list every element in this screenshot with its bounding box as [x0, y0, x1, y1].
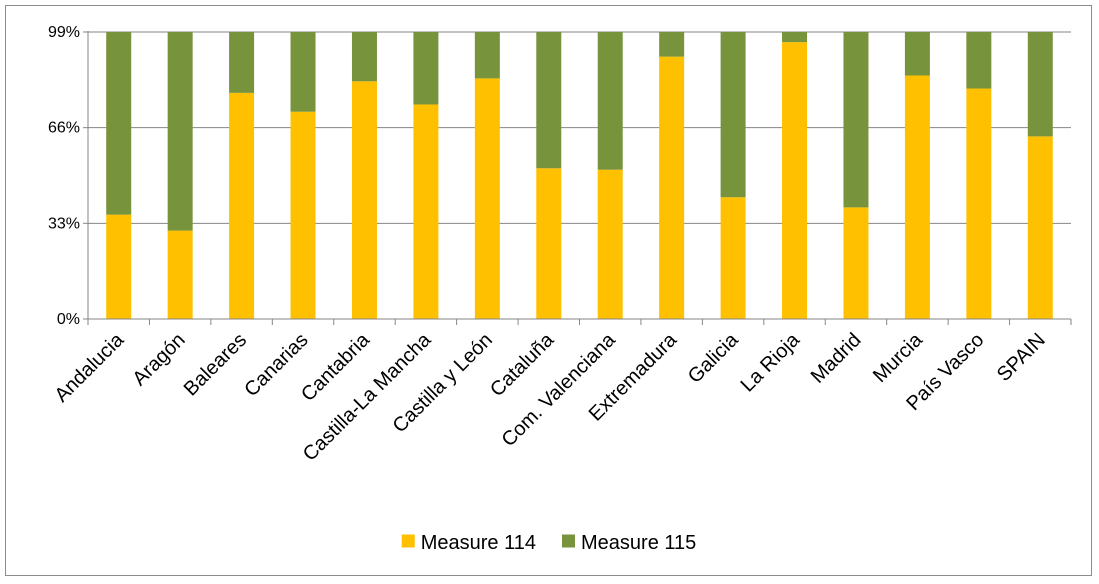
bar-s2-12 [843, 32, 868, 207]
legend-swatch-1 [402, 535, 415, 548]
bar-s1-4 [352, 81, 377, 319]
bar-s1-14 [966, 89, 991, 319]
bar-s1-6 [475, 78, 500, 319]
x-category-label-0: Andalucia [51, 328, 129, 406]
y-tick-label-3: 99% [48, 24, 80, 41]
bar-s1-1 [168, 231, 193, 319]
x-category-label-2: Baleares [180, 329, 251, 400]
bar-s2-0 [106, 32, 131, 215]
bar-s2-9 [659, 32, 684, 57]
bar-s2-7 [536, 32, 561, 168]
bar-s1-0 [106, 215, 131, 319]
bar-s2-1 [168, 32, 193, 231]
bar-s2-2 [229, 32, 254, 93]
bar-s1-11 [782, 42, 807, 319]
bar-s1-8 [598, 170, 623, 319]
bar-s1-2 [229, 93, 254, 319]
legend-swatch-2 [562, 535, 575, 548]
y-tick-label-2: 66% [48, 120, 80, 137]
legend-label-1: Measure 114 [421, 532, 536, 554]
bar-s1-12 [843, 207, 868, 319]
y-tick-label-0: 0% [57, 311, 80, 328]
bar-s1-13 [905, 75, 930, 319]
x-category-label-11: La Rioja [737, 328, 805, 396]
bar-s2-13 [905, 32, 930, 75]
bar-s1-5 [413, 104, 438, 319]
bar-s2-3 [291, 32, 316, 112]
bar-s2-4 [352, 32, 377, 81]
y-tick-label-1: 33% [48, 215, 80, 232]
bar-s1-3 [291, 112, 316, 319]
bar-s1-9 [659, 57, 684, 319]
bar-s2-14 [966, 32, 991, 89]
x-category-label-10: Galicia [684, 328, 743, 387]
x-category-label-1: Aragón [129, 329, 190, 390]
bar-s2-15 [1028, 32, 1053, 136]
bar-s2-5 [413, 32, 438, 104]
legend-label-2: Measure 115 [581, 532, 696, 554]
x-category-label-12: Madrid [807, 329, 866, 388]
x-category-label-13: Murcia [869, 328, 928, 387]
x-category-label-15: SPAIN [993, 329, 1050, 386]
bar-s2-10 [721, 32, 746, 197]
bar-s2-11 [782, 32, 807, 42]
bar-s1-15 [1028, 136, 1053, 319]
x-category-label-8: Com. Valenciana [498, 328, 621, 451]
bar-s1-7 [536, 168, 561, 319]
bar-s2-6 [475, 32, 500, 78]
bar-s2-8 [598, 32, 623, 170]
bar-s1-10 [721, 197, 746, 319]
